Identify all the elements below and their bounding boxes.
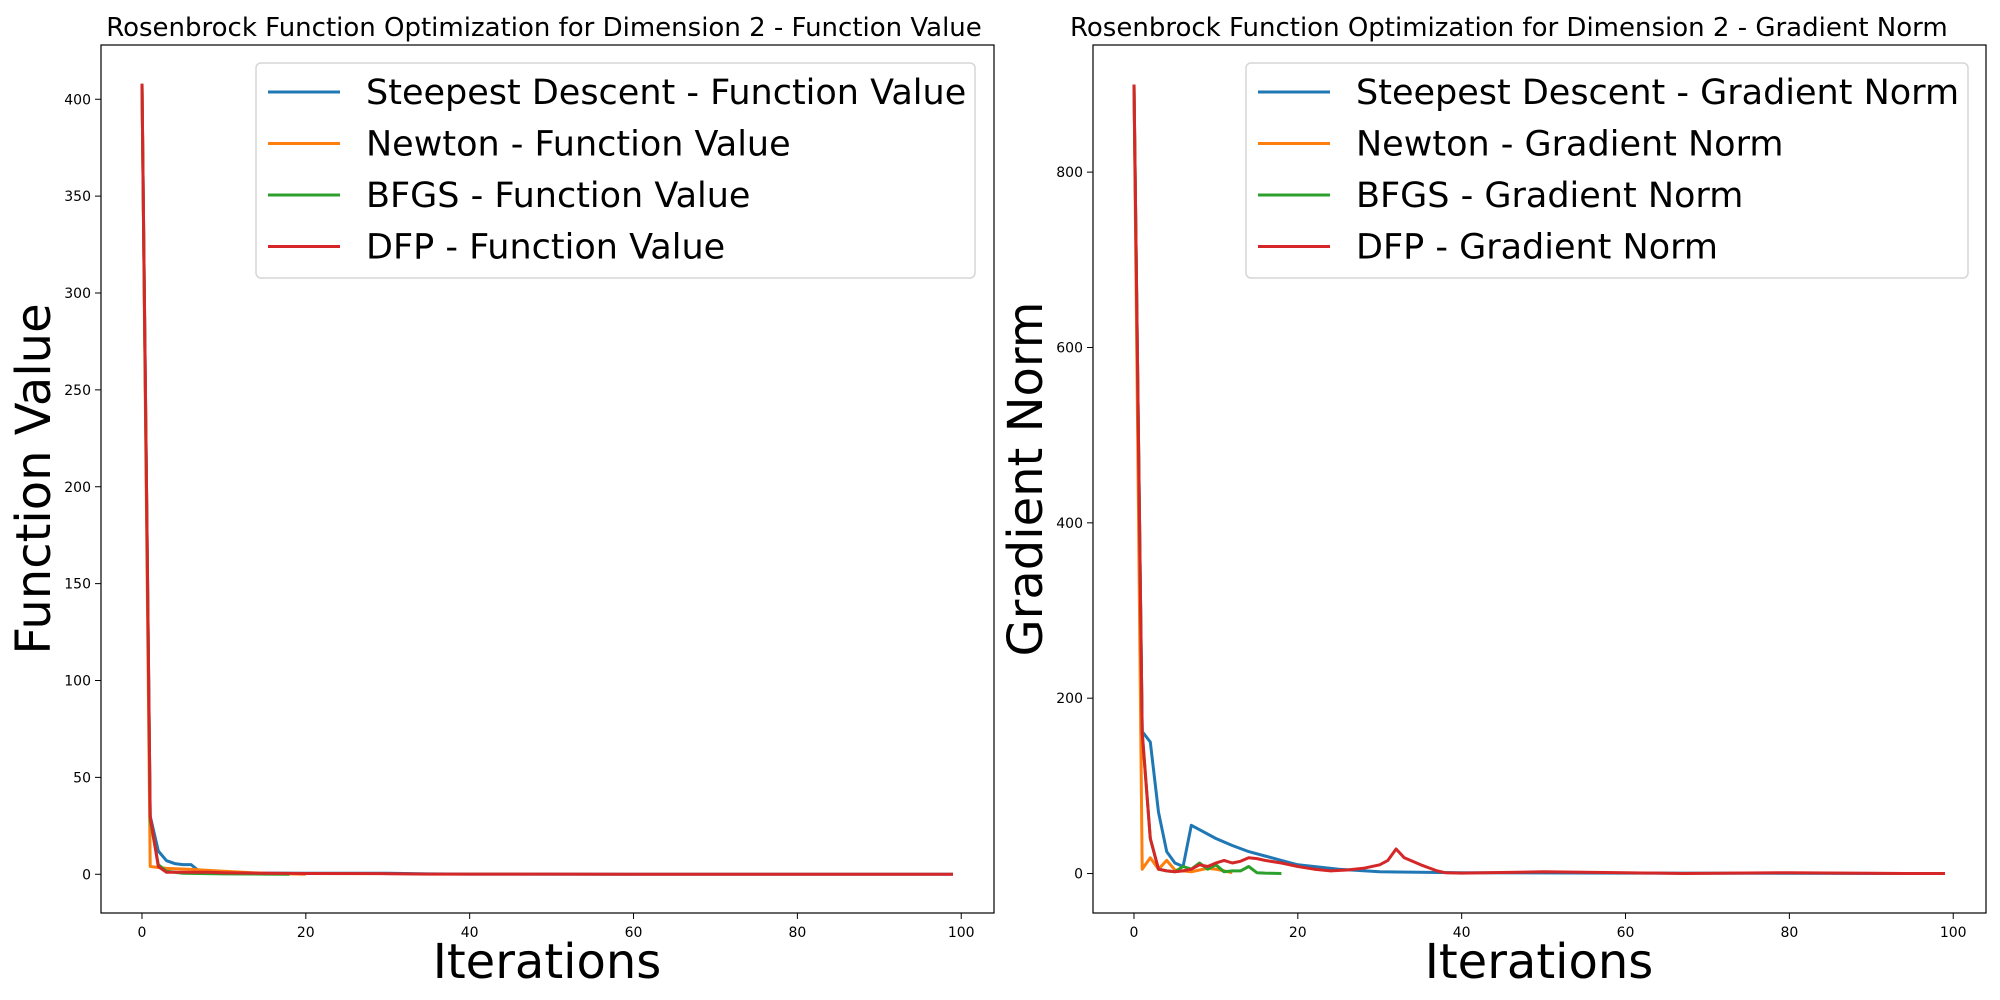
gradient-norm-chart: Rosenbrock Function Optimization for Dim… <box>998 13 1987 990</box>
y-tick-label: 400 <box>1056 516 1083 532</box>
y-axis-label-gradient-norm: Gradient Norm <box>998 301 1054 656</box>
y-tick-label: 800 <box>1056 165 1083 181</box>
y-tick-label: 150 <box>64 577 91 593</box>
x-tick-label: 20 <box>1289 925 1307 941</box>
legend-entry: Newton - Function Value <box>366 125 791 165</box>
y-tick-label: 200 <box>1056 691 1083 707</box>
legend-gradient-norm: Steepest Descent - Gradient Norm Newton -… <box>1245 62 1969 279</box>
series-line-4 <box>1132 84 1945 875</box>
x-tick-label: 60 <box>625 925 643 941</box>
legend-function-value: Steepest Descent - Function Value Newton … <box>255 62 976 279</box>
legend-entry: DFP - Function Value <box>366 228 725 268</box>
legend-entry: Newton - Gradient Norm <box>1356 125 1783 165</box>
y-tick-label: 600 <box>1056 340 1083 356</box>
x-tick-label: 20 <box>297 925 315 941</box>
x-axis-label-function-value: Iterations <box>433 934 662 990</box>
legend-entry: DFP - Gradient Norm <box>1356 228 1718 268</box>
x-tick-label: 0 <box>138 925 147 941</box>
x-tick-label: 60 <box>1617 925 1635 941</box>
chart-title-gradient-norm: Rosenbrock Function Optimization for Dim… <box>1070 13 1948 43</box>
series-line-1 <box>1132 84 1946 875</box>
legend-entry: Steepest Descent - Gradient Norm <box>1356 73 1959 113</box>
axis-ticks-function-value: 0 20 40 60 80 100 0 50 100 150 200 250 300 350 400 <box>64 92 974 941</box>
legend-frame <box>255 62 976 279</box>
x-tick-label: 40 <box>461 925 479 941</box>
y-tick-label: 200 <box>64 480 91 496</box>
y-axis-label-function-value: Function Value <box>6 303 62 654</box>
legend-entry: BFGS - Gradient Norm <box>1356 176 1743 216</box>
series-line-2 <box>1132 84 1233 875</box>
x-tick-label: 80 <box>1780 925 1798 941</box>
y-tick-label: 100 <box>64 674 91 690</box>
series-lines-gradient-norm <box>1132 84 1946 875</box>
x-tick-label: 40 <box>1453 925 1471 941</box>
y-tick-label: 350 <box>64 189 91 205</box>
y-tick-label: 400 <box>64 92 91 108</box>
y-tick-label: 50 <box>73 770 91 786</box>
x-axis-label-gradient-norm: Iterations <box>1425 934 1654 990</box>
y-tick-label: 300 <box>64 286 91 302</box>
function-value-chart: Rosenbrock Function Optimization for Dim… <box>6 13 995 990</box>
x-tick-label: 0 <box>1130 925 1139 941</box>
series-line-4 <box>140 83 953 876</box>
y-tick-label: 0 <box>82 867 91 883</box>
series-lines-function-value <box>140 83 953 876</box>
x-tick-label: 100 <box>1940 925 1967 941</box>
legend-entry: BFGS - Function Value <box>366 176 750 216</box>
legend-entry: Steepest Descent - Function Value <box>366 73 966 113</box>
chart-title-function-value: Rosenbrock Function Optimization for Dim… <box>106 13 982 43</box>
axis-ticks-gradient-norm: 0 20 40 60 80 100 0 200 400 600 800 <box>1056 165 1966 941</box>
y-tick-label: 250 <box>64 383 91 399</box>
x-tick-label: 80 <box>788 925 806 941</box>
plot-frame-gradient-norm <box>1092 44 1987 914</box>
y-tick-label: 0 <box>1074 867 1083 883</box>
x-tick-label: 100 <box>948 925 975 941</box>
plot-frame-function-value <box>100 44 995 914</box>
legend-frame <box>1245 62 1969 279</box>
